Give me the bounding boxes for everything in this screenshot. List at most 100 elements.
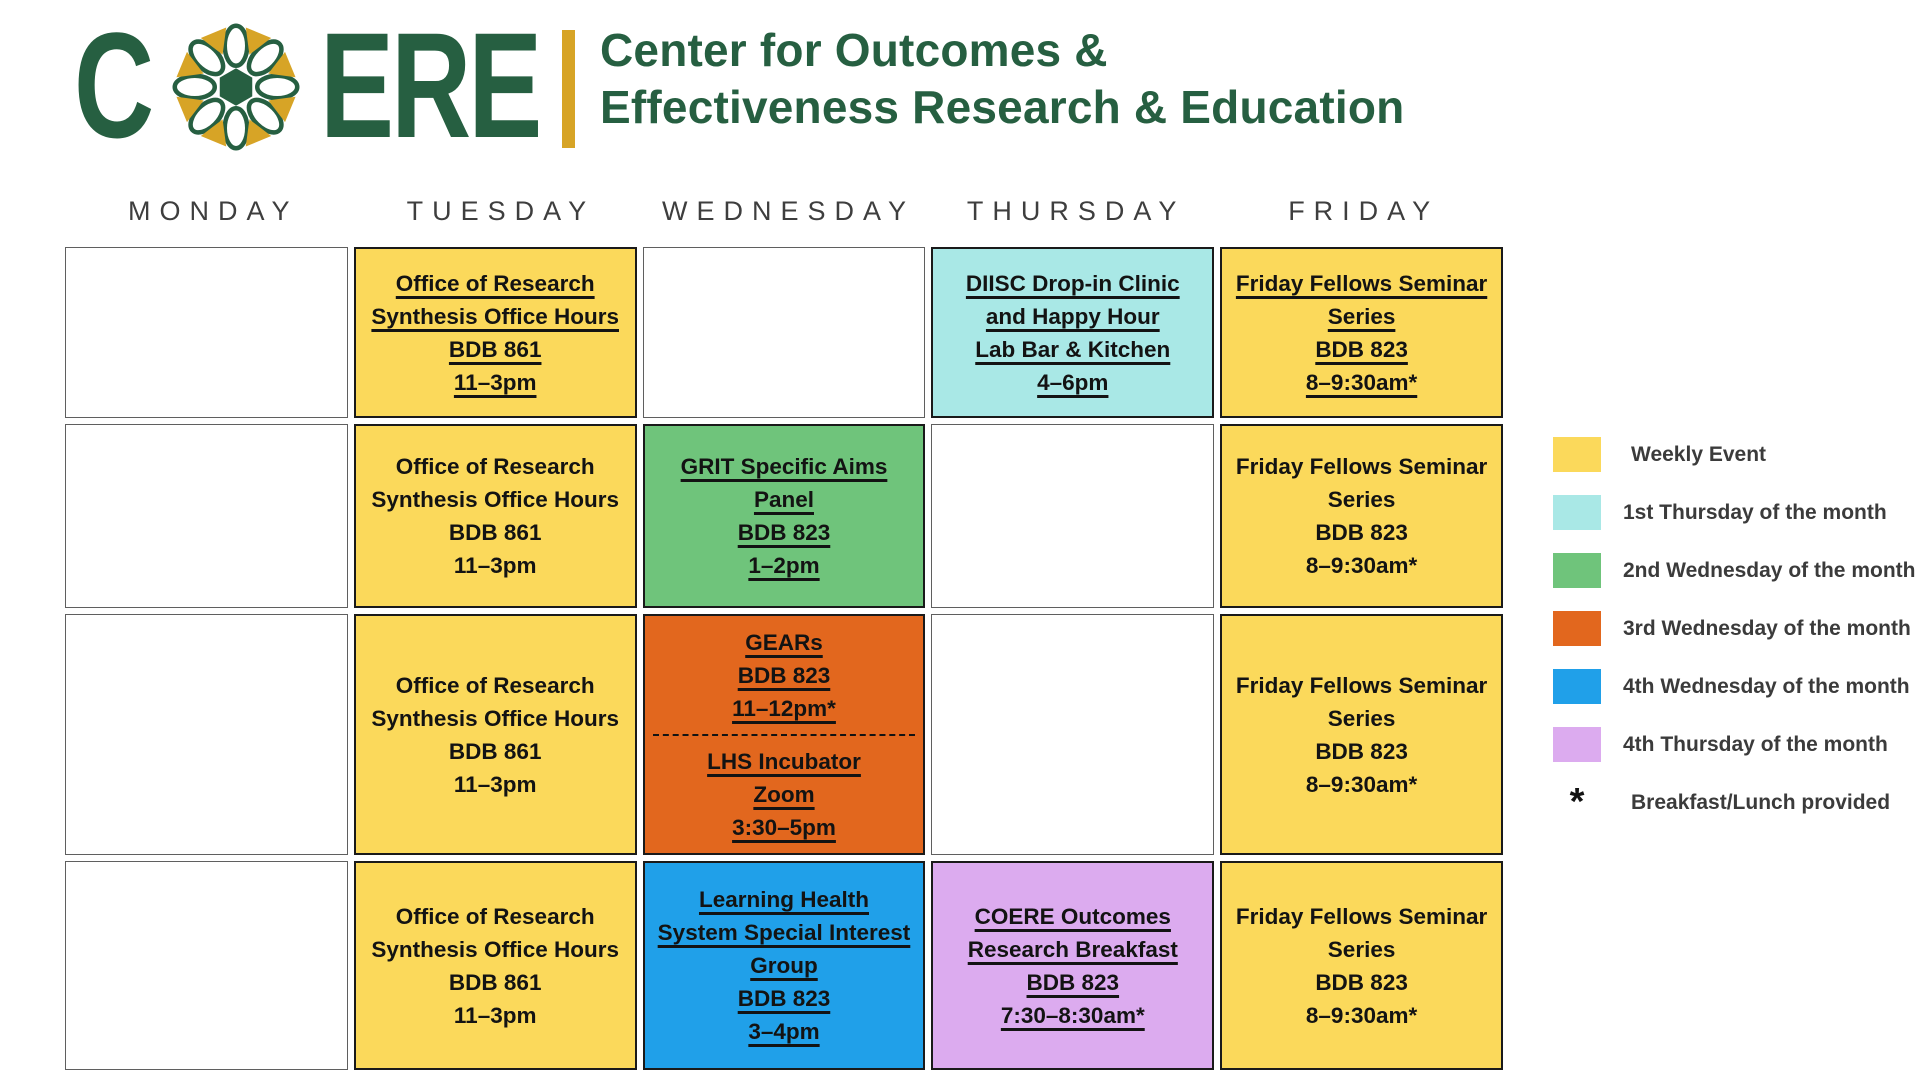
event-cell-friday-row4: Friday Fellows Seminar Series BDB 823 8–9:3…: [1220, 861, 1503, 1070]
logo-letter-ere: ERE: [320, 1, 542, 169]
event-text-line: Friday Fellows Seminar: [1235, 454, 1488, 479]
legend-label: Weekly Event: [1631, 442, 1767, 466]
legend-label: 4th Wednesday of the month: [1623, 674, 1910, 698]
event-cell-wednesday-row4: Learning Health System Special Interest Gr…: [642, 861, 926, 1070]
event-cell-thursday-row4: COERE Outcomes Research Breakfast BDB 823 7…: [931, 861, 1215, 1070]
legend-swatch-yellow: [1553, 437, 1601, 472]
empty-cell-monday-row3: [65, 614, 348, 855]
event-text-line: BDB 823: [737, 986, 831, 1011]
day-header-wednesday: WEDNESDAY: [661, 196, 915, 226]
day-header-row: MONDAY TUESDAY WEDNESDAY THURSDAY FRIDAY: [65, 196, 1503, 227]
dashed-divider: [652, 733, 916, 736]
event-cell-thursday-row1: DIISC Drop-in Clinic and Happy Hour Lab Ba…: [931, 247, 1215, 418]
event-text-line: Office of Research: [395, 672, 595, 698]
event-text-line: 3–4pm: [748, 1019, 820, 1044]
legend-item-orange: 3rd Wednesday of the month: [1553, 611, 1915, 646]
org-title-line1: Center for Outcomes &: [600, 24, 1108, 76]
event-text-line: Lab Bar & Kitchen: [975, 336, 1171, 362]
event-text-line: BDB 823: [1315, 738, 1408, 764]
event-text-line: DIISC Drop-in Clinic: [965, 270, 1180, 296]
event-text-line: BDB 861: [448, 969, 542, 995]
event-text-line: 8–9:30am*: [1305, 1002, 1418, 1028]
legend-item-yellow: Weekly Event: [1553, 437, 1915, 472]
page-header: C ERE Center for Outcomes & Effective: [0, 0, 1920, 175]
event-text-line: BDB 823: [1026, 969, 1120, 995]
event-text-line: Synthesis Office Hours: [371, 936, 619, 962]
event-cell-friday-row3: Friday Fellows Seminar Series BDB 823 8–9:3…: [1220, 614, 1503, 855]
empty-cell-wednesday-row1: [642, 247, 926, 418]
event-cell-friday-row1: Friday Fellows Seminar Series BDB 823 8–9:3…: [1220, 247, 1503, 418]
event-text-line: 11–3pm: [453, 771, 537, 797]
event-text-line: Office of Research: [395, 454, 595, 479]
event-text-line: BDB 823: [1315, 969, 1408, 995]
event-cell-tuesday-row1: Office of Research Synthesis Office Hours…: [353, 247, 637, 418]
day-header-monday: MONDAY: [128, 196, 299, 226]
day-header-friday: FRIDAY: [1288, 196, 1440, 226]
event-text-line: COERE Outcomes: [974, 903, 1171, 929]
asterisk-symbol: *: [1569, 781, 1585, 823]
event-cell-tuesday-row3: Office of Research Synthesis Office Hours…: [353, 614, 637, 855]
event-text-line: Friday Fellows Seminar: [1235, 270, 1488, 296]
event-text-line: BDB 823: [737, 662, 831, 688]
event-text-line: Series: [1327, 936, 1396, 962]
legend-swatch-blue: [1553, 669, 1601, 704]
legend-swatch-teal: [1553, 495, 1601, 530]
legend-item-blue: 4th Wednesday of the month: [1553, 669, 1915, 704]
event-text-line: Panel: [753, 487, 814, 512]
event-text-line: Series: [1327, 705, 1396, 731]
event-text-line: GEARs: [745, 629, 823, 655]
event-text-line: Group: [750, 953, 818, 978]
event-text-line: GRIT Specific Aims: [680, 454, 888, 479]
legend-label: 4th Thursday of the month: [1623, 732, 1888, 756]
event-text-line: Research Breakfast: [967, 936, 1178, 962]
event-text-line: 11–3pm: [453, 1002, 537, 1028]
event-text-line: System Special Interest: [657, 920, 911, 945]
event-text-line: 7:30–8:30am*: [1000, 1002, 1145, 1028]
org-title-line2: Effectiveness Research & Education: [600, 81, 1405, 133]
event-text-line: 11–12pm*: [732, 695, 836, 721]
legend: Weekly Event 1st Thursday of the month 2nd…: [1553, 437, 1915, 823]
event-text-line: 11–3pm: [453, 553, 537, 578]
legend-item-purple: 4th Thursday of the month: [1553, 727, 1915, 762]
org-title: Center for Outcomes & Effectiveness Rese…: [600, 22, 1404, 136]
event-text-line: Synthesis Office Hours: [371, 705, 619, 731]
legend-label: 1st Thursday of the month: [1623, 500, 1887, 524]
event-text-line: 8–9:30am*: [1305, 369, 1418, 395]
event-text-line: 11–3pm: [453, 369, 537, 395]
event-cell-wednesday-row3: GEARs BDB 823 11–12pm* LHS Incubator Zoom 3:3…: [642, 614, 926, 855]
empty-cell-thursday-row3: [931, 614, 1215, 855]
event-text-line: Synthesis Office Hours: [371, 303, 619, 329]
event-text-line: and Happy Hour: [985, 303, 1160, 329]
event-cell-friday-row2: Friday Fellows Seminar Series BDB 823 8–9:3…: [1220, 424, 1503, 608]
event-text-line: BDB 861: [448, 336, 542, 362]
empty-cell-thursday-row2: [931, 424, 1215, 608]
event-text-line: Office of Research: [395, 903, 595, 929]
legend-swatch-purple: [1553, 727, 1601, 762]
empty-cell-monday-row4: [65, 861, 348, 1070]
logo-letter-c: C: [74, 1, 154, 169]
event-text-line: Synthesis Office Hours: [371, 487, 619, 512]
event-text-line: Office of Research: [395, 270, 595, 296]
calendar-grid: Office of Research Synthesis Office Hours…: [65, 247, 1503, 1070]
logo-divider-bar: [562, 30, 575, 148]
event-text-line: Friday Fellows Seminar: [1235, 672, 1488, 698]
event-text-line: BDB 823: [1315, 520, 1408, 545]
legend-note: * Breakfast/Lunch provided: [1553, 781, 1915, 823]
event-text-line: 8–9:30am*: [1305, 771, 1418, 797]
legend-swatch-orange: [1553, 611, 1601, 646]
empty-cell-monday-row2: [65, 424, 348, 608]
legend-swatch-green: [1553, 553, 1601, 588]
day-header-thursday: THURSDAY: [966, 196, 1186, 226]
event-text-line: BDB 823: [737, 520, 831, 545]
empty-cell-monday-row1: [65, 247, 348, 418]
event-text-line: Friday Fellows Seminar: [1235, 903, 1488, 929]
event-text-line: 1–2pm: [748, 553, 820, 578]
event-text-line: BDB 823: [1315, 336, 1408, 362]
event-cell-wednesday-row2: GRIT Specific Aims Panel BDB 823 1–2pm: [642, 424, 926, 608]
event-text-line: BDB 861: [448, 520, 542, 545]
event-text-line: BDB 861: [448, 738, 542, 764]
event-text-line: Series: [1327, 303, 1396, 329]
event-cell-tuesday-row4: Office of Research Synthesis Office Hours…: [353, 861, 637, 1070]
event-text-line: Zoom: [753, 781, 815, 807]
event-cell-tuesday-row2: Office of Research Synthesis Office Hours…: [353, 424, 637, 608]
